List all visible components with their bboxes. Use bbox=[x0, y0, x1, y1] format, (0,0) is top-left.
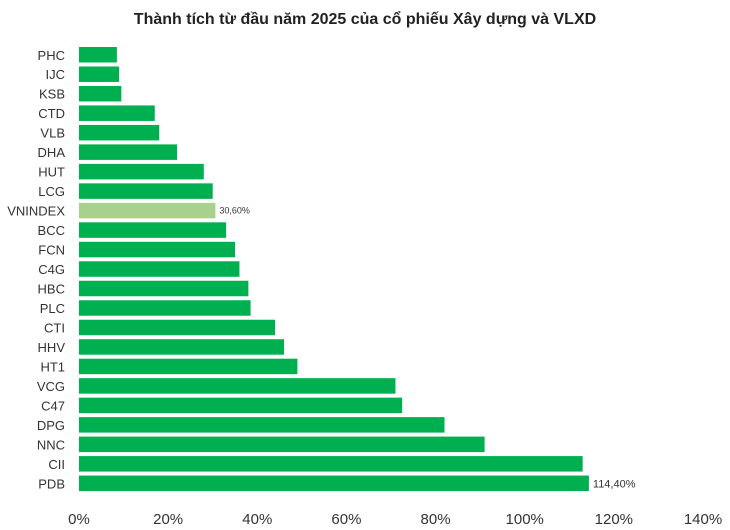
bar-lcg bbox=[79, 183, 213, 199]
bar-nnc bbox=[79, 436, 485, 453]
category-label-plc: PLC bbox=[40, 301, 65, 316]
category-label-fcn: FCN bbox=[38, 243, 65, 258]
category-label-ijc: IJC bbox=[46, 67, 66, 82]
category-label-phc: PHC bbox=[38, 48, 65, 63]
category-label-hhv: HHV bbox=[38, 340, 66, 355]
bar-ht1 bbox=[79, 358, 298, 375]
category-label-vnindex: VNINDEX bbox=[7, 204, 65, 219]
bar-dpg bbox=[79, 417, 445, 433]
category-label-vcg: VCG bbox=[37, 379, 65, 394]
bar-vnindex bbox=[79, 202, 216, 219]
bar-vcg bbox=[79, 378, 396, 394]
category-label-c47: C47 bbox=[41, 398, 65, 413]
category-label-hut: HUT bbox=[38, 165, 65, 180]
data-label-vnindex: 30,60% bbox=[219, 206, 250, 216]
bar-hhv bbox=[79, 339, 285, 355]
data-label-pdb: 114,40% bbox=[593, 478, 636, 490]
x-tick-label: 80% bbox=[421, 511, 451, 528]
chart-title: Thành tích từ đầu năm 2025 của cổ phiếu … bbox=[134, 10, 596, 28]
bar-cti bbox=[79, 319, 276, 336]
bar-hbc bbox=[79, 280, 249, 297]
category-label-dpg: DPG bbox=[37, 418, 65, 433]
category-label-vlb: VLB bbox=[40, 126, 65, 141]
category-label-ht1: HT1 bbox=[40, 359, 65, 374]
category-label-lcg: LCG bbox=[38, 184, 65, 199]
category-label-dha: DHA bbox=[38, 145, 66, 160]
bar-plc bbox=[79, 300, 251, 316]
bar-phc bbox=[79, 47, 117, 63]
bar-ksb bbox=[79, 85, 122, 102]
x-tick-label: 100% bbox=[506, 511, 544, 528]
bar-cii bbox=[79, 456, 583, 472]
x-tick-label: 40% bbox=[242, 511, 272, 528]
category-label-c4g: C4G bbox=[38, 262, 65, 277]
category-label-ksb: KSB bbox=[39, 87, 65, 102]
bar-pdb bbox=[79, 475, 589, 492]
data-labels: 30,60% 114,40% bbox=[219, 206, 635, 491]
bars-group bbox=[79, 47, 589, 492]
bar-dha bbox=[79, 144, 178, 160]
bar-ijc bbox=[79, 66, 120, 82]
category-label-nnc: NNC bbox=[37, 437, 65, 452]
bar-vlb bbox=[79, 124, 160, 141]
x-tick-label: 60% bbox=[331, 511, 361, 528]
category-label-hbc: HBC bbox=[38, 282, 65, 297]
bar-c47 bbox=[79, 397, 403, 414]
category-label-cti: CTI bbox=[44, 320, 65, 335]
category-label-cii: CII bbox=[48, 457, 65, 472]
category-label-bcc: BCC bbox=[38, 223, 65, 238]
category-labels: PHC IJC KSB CTD VLB DHA HUT LCG VNINDEX BCC FCN C4G… bbox=[7, 48, 65, 492]
bar-c4g bbox=[79, 261, 240, 277]
bar-bcc bbox=[79, 222, 227, 238]
category-label-ctd: CTD bbox=[38, 106, 65, 121]
bar-fcn bbox=[79, 241, 235, 258]
category-label-pdb: PDB bbox=[38, 476, 65, 491]
x-tick-label: 20% bbox=[153, 511, 183, 528]
bar-ctd bbox=[79, 105, 155, 121]
x-tick-label: 120% bbox=[595, 511, 633, 528]
x-tick-label: 140% bbox=[684, 511, 722, 528]
x-axis-ticks: 0% 20% 40% 60% 80% 100% 120% 140% bbox=[68, 511, 722, 528]
bar-hut bbox=[79, 163, 204, 180]
x-tick-label: 0% bbox=[68, 511, 90, 528]
